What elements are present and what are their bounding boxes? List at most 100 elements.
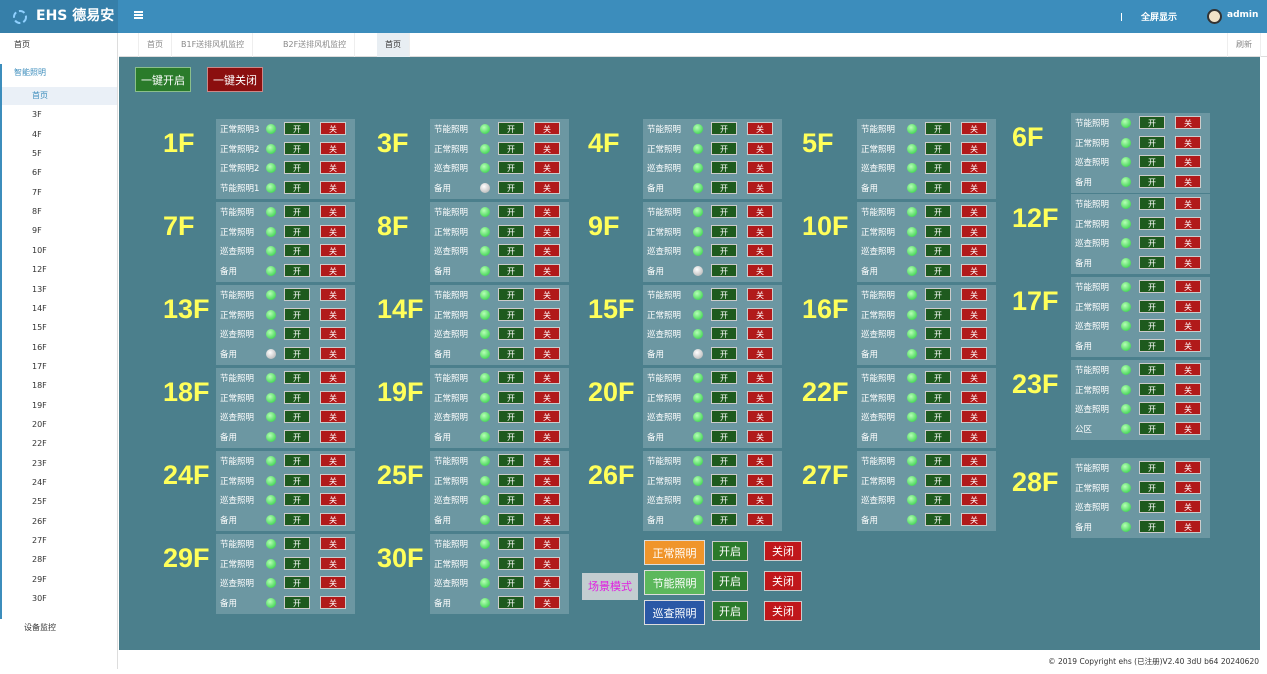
off-button[interactable]: 关	[320, 288, 346, 301]
on-button[interactable]: 开	[711, 141, 737, 155]
off-button[interactable]: 关	[747, 473, 773, 487]
fullscreen-button[interactable]: 全屏显示	[1141, 10, 1177, 23]
on-button[interactable]: 开	[284, 346, 310, 360]
off-button[interactable]: 关	[534, 288, 560, 301]
off-button[interactable]: 关	[534, 576, 560, 589]
on-button[interactable]: 开	[1139, 135, 1165, 149]
off-button[interactable]: 关	[747, 512, 773, 526]
on-button[interactable]: 开	[925, 371, 951, 384]
off-button[interactable]: 关	[747, 141, 773, 155]
on-button[interactable]: 开	[1139, 382, 1165, 396]
off-button[interactable]: 关	[1175, 135, 1201, 149]
on-button[interactable]: 开	[284, 244, 310, 257]
on-button[interactable]: 开	[498, 346, 524, 360]
on-button[interactable]: 开	[1139, 197, 1165, 210]
off-button[interactable]: 关	[534, 205, 560, 218]
off-button[interactable]: 关	[961, 493, 987, 506]
off-button[interactable]: 关	[320, 161, 346, 174]
submenu-item[interactable]: 8F	[32, 207, 42, 217]
off-button[interactable]: 关	[1175, 461, 1201, 474]
on-button[interactable]: 开	[498, 244, 524, 257]
off-button[interactable]: 关	[747, 410, 773, 423]
submenu-item[interactable]: 20F	[32, 419, 47, 429]
on-button[interactable]: 开	[498, 263, 524, 277]
off-button[interactable]: 关	[320, 122, 346, 135]
on-button[interactable]: 开	[284, 122, 310, 135]
on-button[interactable]: 开	[925, 263, 951, 277]
off-button[interactable]: 关	[320, 390, 346, 404]
on-button[interactable]: 开	[1139, 255, 1165, 269]
on-button[interactable]: 开	[1139, 461, 1165, 474]
on-button[interactable]: 开	[498, 205, 524, 218]
off-button[interactable]: 关	[534, 161, 560, 174]
on-button[interactable]: 开	[925, 141, 951, 155]
on-button[interactable]: 开	[1139, 280, 1165, 293]
on-button[interactable]: 开	[1139, 519, 1165, 533]
off-button[interactable]: 关	[320, 244, 346, 257]
scene-off-button[interactable]: 关闭	[764, 571, 802, 591]
on-button[interactable]: 开	[284, 410, 310, 423]
off-button[interactable]: 关	[534, 244, 560, 257]
off-button[interactable]: 关	[747, 307, 773, 321]
on-button[interactable]: 开	[1139, 480, 1165, 494]
submenu-item[interactable]: 12F	[32, 265, 47, 275]
on-button[interactable]: 开	[925, 180, 951, 194]
on-button[interactable]: 开	[284, 205, 310, 218]
menu-toggle[interactable]	[134, 11, 143, 19]
on-button[interactable]: 开	[284, 288, 310, 301]
all-off-button[interactable]: 一键关闭	[207, 67, 263, 92]
on-button[interactable]: 开	[498, 180, 524, 194]
on-button[interactable]: 开	[284, 493, 310, 506]
on-button[interactable]: 开	[498, 307, 524, 321]
on-button[interactable]: 开	[498, 512, 524, 526]
off-button[interactable]: 关	[1175, 421, 1201, 435]
off-button[interactable]: 关	[747, 288, 773, 301]
off-button[interactable]: 关	[961, 205, 987, 218]
on-button[interactable]: 开	[284, 429, 310, 443]
on-button[interactable]: 开	[1139, 116, 1165, 129]
off-button[interactable]: 关	[961, 327, 987, 340]
off-button[interactable]: 关	[534, 512, 560, 526]
off-button[interactable]: 关	[534, 307, 560, 321]
on-button[interactable]: 开	[498, 161, 524, 174]
off-button[interactable]: 关	[320, 556, 346, 570]
submenu-item[interactable]: 25F	[32, 497, 47, 507]
on-button[interactable]: 开	[711, 454, 737, 467]
off-button[interactable]: 关	[961, 371, 987, 384]
on-button[interactable]: 开	[284, 512, 310, 526]
on-button[interactable]: 开	[498, 288, 524, 301]
on-button[interactable]: 开	[284, 224, 310, 238]
on-button[interactable]: 开	[498, 410, 524, 423]
on-button[interactable]: 开	[1139, 402, 1165, 415]
on-button[interactable]: 开	[498, 429, 524, 443]
user-name[interactable]: admin	[1227, 10, 1258, 20]
scene-off-button[interactable]: 关闭	[764, 601, 802, 621]
off-button[interactable]: 关	[534, 390, 560, 404]
off-button[interactable]: 关	[961, 390, 987, 404]
tab[interactable]: B2F送排风机监控	[275, 33, 356, 57]
on-button[interactable]: 开	[711, 161, 737, 174]
off-button[interactable]: 关	[534, 141, 560, 155]
off-button[interactable]: 关	[1175, 255, 1201, 269]
off-button[interactable]: 关	[747, 390, 773, 404]
off-button[interactable]: 关	[320, 537, 346, 550]
off-button[interactable]: 关	[1175, 299, 1201, 313]
on-button[interactable]: 开	[925, 288, 951, 301]
off-button[interactable]: 关	[961, 346, 987, 360]
off-button[interactable]: 关	[1175, 280, 1201, 293]
off-button[interactable]: 关	[320, 263, 346, 277]
off-button[interactable]: 关	[320, 473, 346, 487]
submenu-item[interactable]: 首页	[0, 87, 117, 105]
submenu-item[interactable]: 16F	[32, 342, 47, 352]
on-button[interactable]: 开	[925, 244, 951, 257]
off-button[interactable]: 关	[961, 141, 987, 155]
on-button[interactable]: 开	[284, 556, 310, 570]
off-button[interactable]: 关	[747, 346, 773, 360]
on-button[interactable]: 开	[925, 512, 951, 526]
on-button[interactable]: 开	[1139, 236, 1165, 249]
on-button[interactable]: 开	[1139, 363, 1165, 376]
off-button[interactable]: 关	[1175, 480, 1201, 494]
off-button[interactable]: 关	[961, 122, 987, 135]
tab-prev[interactable]	[119, 33, 139, 57]
off-button[interactable]: 关	[1175, 319, 1201, 332]
